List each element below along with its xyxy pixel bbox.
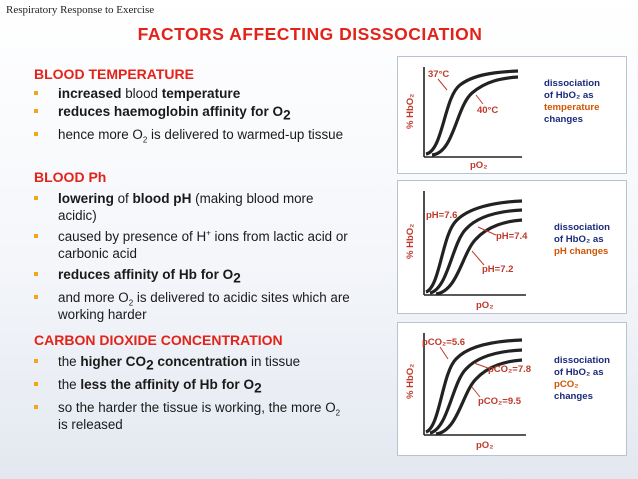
curve-ph-7-4 [429,208,523,295]
panel-desc-line2: of HbO₂ as [554,234,604,245]
panel-desc-line2: of HbO₂ as [554,367,604,378]
panel-desc-line3: pCO₂ [554,379,579,390]
bullet-temp-2: reduces haemoglobin affinity for O2 [34,103,352,122]
label-ph-7-6: pH=7.6 [426,210,457,221]
label-pointer [477,226,497,236]
bullet-ph-1: lowering of blood pH (making blood more … [34,190,352,224]
bullet-marker [34,91,38,95]
curve-40c [431,75,519,157]
x-axis-label: pO₂ [470,160,487,171]
co2-curve-figure: % HbO₂ pO₂ pCO₂=5.6 pCO₂=7.8 pCO₂=9.5 di… [397,322,627,456]
bullet-temp-3: hence more O2 is delivered to warmed-up … [34,126,352,144]
bullet-marker [34,132,38,136]
label-pointer [473,362,489,369]
label-40c: 40°C [477,105,498,116]
panel-desc-line1: dissociation [554,222,610,233]
label-pointer [471,386,481,398]
label-pointer [439,346,449,360]
bullet-marker [34,272,38,276]
curve-ph-7-2 [435,218,523,296]
ph-curve-figure: % HbO₂ pO₂ pH=7.6 pH=7.4 pH=7.2 dissocia… [397,180,627,314]
y-axis-label: % HbO₂ [405,364,416,399]
curve-ph-7-6 [425,199,523,294]
header-label: Respiratory Response to Exercise [6,4,155,16]
panel-desc-line1: dissociation [554,355,610,366]
bullet-marker [34,234,38,238]
section-heading-temperature: BLOOD TEMPERATURE [34,66,194,82]
slide-title: FACTORS AFFECTING DISSSOCIATION [137,24,483,44]
bullet-marker [34,359,38,363]
label-pointer [475,94,484,105]
curve-pco2-7-8 [429,348,523,435]
bullet-ph-4: and more O2 is delivered to acidic sites… [34,289,352,323]
label-ph-7-4: pH=7.4 [496,231,528,242]
label-ph-7-2: pH=7.2 [482,264,513,275]
label-pco2-7-8: pCO₂=7.8 [488,364,531,375]
bullet-co2-1: the higher CO2 concentration in tissue [34,353,352,372]
bullet-marker [34,109,38,113]
y-axis-label: % HbO₂ [405,224,416,259]
label-pointer [471,250,485,266]
curve-37c [425,69,519,156]
panel-desc-line2: of HbO₂ as [544,90,594,101]
section-heading-ph: BLOOD Ph [34,169,107,185]
panel-desc-line3: temperature [544,102,599,113]
label-37c: 37°C [428,69,449,80]
panel-desc-line4: changes [554,391,593,402]
bullet-ph-3: reduces affinity of Hb for O2 [34,266,352,285]
x-axis-label: pO₂ [476,440,493,451]
panel-desc-line3: pH changes [554,246,608,257]
panel-desc-line1: dissociation [544,78,600,89]
temperature-curve-figure: % HbO₂ pO₂ 37°C 40°C dissociation of HbO… [397,56,627,174]
panel-desc-line4: changes [544,114,583,125]
y-axis-label: % HbO₂ [405,94,416,129]
curve-pco2-5-6 [425,338,523,434]
label-pco2-5-6: pCO₂=5.6 [422,337,465,348]
bullet-marker [34,382,38,386]
curve-pco2-9-5 [435,358,523,436]
x-axis-label: pO₂ [476,300,493,311]
bullet-ph-2: caused by presence of H+ ions from lacti… [34,228,352,262]
bullet-temp-1: increased blood temperature [34,85,352,102]
bullet-marker [34,295,38,299]
bullet-marker [34,405,38,409]
bullet-marker [34,196,38,200]
section-heading-co2: CARBON DIOXIDE CONCENTRATION [34,332,283,348]
bullet-co2-2: the less the affinity of Hb for O2 [34,376,352,395]
label-pco2-9-5: pCO₂=9.5 [478,396,522,407]
bullet-co2-3: so the harder the tissue is working, the… [34,399,352,433]
label-pointer [437,78,448,91]
